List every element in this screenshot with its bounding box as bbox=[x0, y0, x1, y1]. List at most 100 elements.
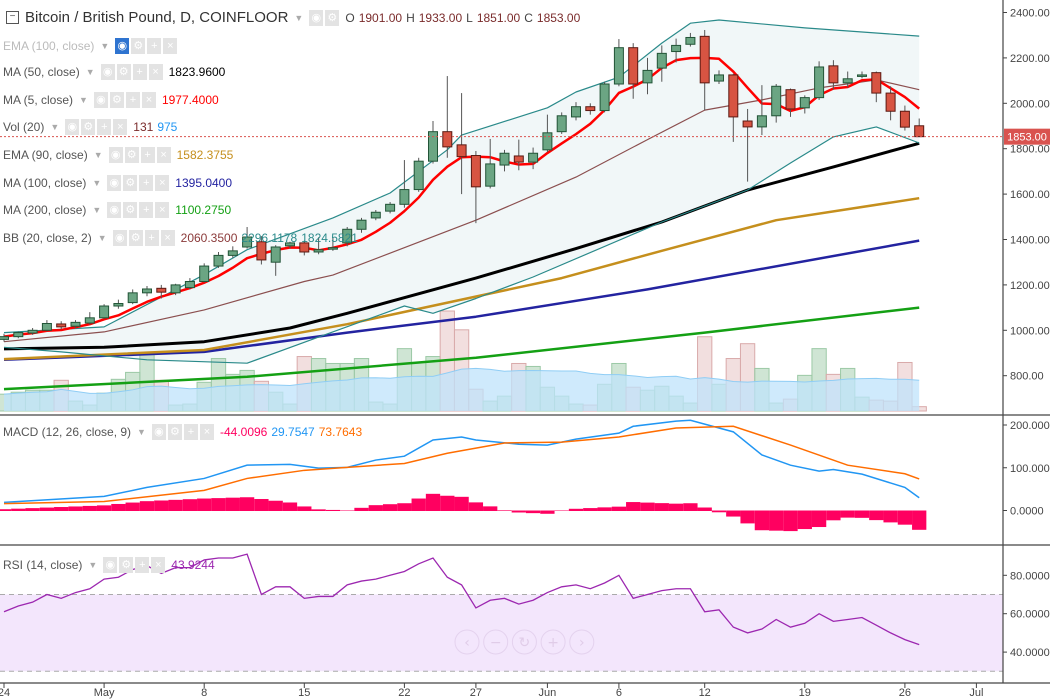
candle[interactable] bbox=[528, 147, 539, 170]
candle[interactable] bbox=[699, 29, 710, 111]
candle[interactable] bbox=[127, 289, 138, 305]
candle[interactable] bbox=[814, 61, 825, 100]
plus-icon[interactable]: + bbox=[135, 557, 150, 573]
close-icon[interactable]: × bbox=[155, 175, 170, 191]
candle[interactable] bbox=[170, 283, 181, 296]
eye-icon[interactable]: ◉ bbox=[108, 147, 123, 163]
candle[interactable] bbox=[0, 333, 9, 342]
eye-icon[interactable]: ◉ bbox=[107, 202, 122, 218]
legend-row-ema-0[interactable]: EMA (100, close) ▼ ◉ ⚙ + × bbox=[3, 38, 183, 54]
indicator-label[interactable]: MA (50, close) bbox=[3, 65, 80, 79]
candle[interactable] bbox=[113, 299, 124, 309]
candle[interactable] bbox=[828, 60, 839, 90]
candle[interactable] bbox=[13, 331, 24, 339]
candle[interactable] bbox=[542, 114, 553, 153]
indicator-label[interactable]: Vol (20) bbox=[3, 120, 45, 134]
scroll-left-button[interactable]: ‹ bbox=[454, 629, 480, 655]
caret-down-icon[interactable]: ▼ bbox=[97, 233, 107, 243]
close-icon[interactable]: × bbox=[155, 202, 170, 218]
candle[interactable] bbox=[656, 45, 667, 82]
caret-down-icon[interactable]: ▼ bbox=[50, 122, 60, 132]
eye-icon[interactable]: ◉ bbox=[309, 9, 324, 26]
gear-icon[interactable]: ⚙ bbox=[128, 230, 143, 246]
candle[interactable] bbox=[70, 320, 81, 329]
candle[interactable] bbox=[399, 160, 410, 208]
candle[interactable] bbox=[556, 112, 567, 134]
candle[interactable] bbox=[685, 32, 696, 47]
candle[interactable] bbox=[871, 71, 882, 103]
legend-row-ma-1[interactable]: MA (50, close) ▼ ◉ ⚙ + × 1823.9600 bbox=[3, 64, 225, 80]
candle[interactable] bbox=[313, 237, 324, 255]
legend-row-ma-5[interactable]: MA (100, close) ▼ ◉ ⚙ + × 1395.0400 bbox=[3, 175, 232, 191]
candle[interactable] bbox=[885, 86, 896, 121]
gear-icon[interactable]: ⚙ bbox=[167, 424, 182, 440]
legend-row-vol-3[interactable]: Vol (20) ▼ ◉ ⚙ + × 131 975 bbox=[3, 119, 177, 135]
candle[interactable] bbox=[227, 246, 238, 258]
gear-icon[interactable]: ⚙ bbox=[325, 9, 340, 26]
indicator-label[interactable]: MA (100, close) bbox=[3, 176, 87, 190]
candle[interactable] bbox=[728, 73, 739, 142]
candle[interactable] bbox=[299, 240, 310, 256]
candle[interactable] bbox=[799, 95, 810, 114]
caret-down-icon[interactable]: ▼ bbox=[85, 67, 95, 77]
scroll-right-button[interactable]: › bbox=[569, 629, 595, 655]
legend-row-rsi[interactable]: RSI (14, close) ▼ ◉ ⚙ + × 43.9244 bbox=[3, 557, 215, 573]
indicator-label[interactable]: EMA (90, close) bbox=[3, 148, 88, 162]
candle[interactable] bbox=[785, 88, 796, 117]
plus-icon[interactable]: + bbox=[144, 230, 159, 246]
plus-icon[interactable]: + bbox=[139, 175, 154, 191]
close-icon[interactable]: × bbox=[163, 38, 178, 54]
legend-row-ma-6[interactable]: MA (200, close) ▼ ◉ ⚙ + × 1100.2750 bbox=[3, 202, 231, 218]
candle[interactable] bbox=[428, 121, 438, 164]
candle[interactable] bbox=[671, 38, 682, 63]
price-pane[interactable] bbox=[0, 19, 1003, 412]
candle[interactable] bbox=[628, 43, 639, 99]
candle[interactable] bbox=[442, 76, 453, 158]
candle[interactable] bbox=[413, 157, 424, 192]
caret-down-icon[interactable]: ▼ bbox=[137, 427, 146, 437]
candle[interactable] bbox=[256, 236, 267, 265]
eye-icon[interactable]: ◉ bbox=[107, 175, 122, 191]
candle[interactable] bbox=[857, 71, 867, 79]
candle[interactable] bbox=[184, 278, 195, 290]
caret-down-icon[interactable]: ▼ bbox=[100, 41, 110, 51]
candle[interactable] bbox=[914, 118, 925, 138]
close-icon[interactable]: × bbox=[160, 230, 175, 246]
zoom-in-button[interactable]: + bbox=[540, 629, 566, 655]
macd-pane[interactable] bbox=[0, 419, 927, 532]
legend-row-ma-2[interactable]: MA (5, close) ▼ ◉ ⚙ + × 1977.4000 bbox=[3, 92, 219, 108]
candle[interactable] bbox=[842, 71, 853, 88]
candle[interactable] bbox=[499, 149, 510, 172]
candle[interactable] bbox=[27, 328, 38, 335]
candle[interactable] bbox=[84, 312, 95, 325]
caret-down-icon[interactable]: ▼ bbox=[88, 560, 98, 570]
candle[interactable] bbox=[714, 70, 724, 85]
eye-icon[interactable]: ◉ bbox=[115, 38, 130, 54]
candle[interactable] bbox=[571, 102, 581, 121]
candle[interactable] bbox=[327, 237, 338, 251]
eye-icon[interactable]: ◉ bbox=[151, 424, 166, 440]
candle[interactable] bbox=[199, 263, 210, 283]
caret-down-icon[interactable]: ▼ bbox=[93, 150, 103, 160]
legend-row-bb-7[interactable]: BB (20, close, 2) ▼ ◉ ⚙ + × 2060.3500 2296.1178… bbox=[3, 230, 358, 246]
candle[interactable] bbox=[356, 217, 367, 233]
candle[interactable] bbox=[742, 108, 753, 182]
close-icon[interactable]: × bbox=[113, 119, 128, 135]
candle[interactable] bbox=[41, 320, 52, 332]
gear-icon[interactable]: ⚙ bbox=[116, 64, 131, 80]
candle[interactable] bbox=[642, 57, 653, 95]
candle[interactable] bbox=[370, 209, 381, 221]
candle[interactable] bbox=[599, 81, 610, 113]
candle[interactable] bbox=[342, 227, 353, 247]
gear-icon[interactable]: ⚙ bbox=[119, 557, 134, 573]
indicator-label[interactable]: BB (20, close, 2) bbox=[3, 231, 92, 245]
candle[interactable] bbox=[585, 103, 596, 115]
gear-icon[interactable]: ⚙ bbox=[123, 175, 138, 191]
candle[interactable] bbox=[470, 150, 481, 224]
indicator-label[interactable]: MA (200, close) bbox=[3, 203, 87, 217]
candle[interactable] bbox=[156, 284, 167, 299]
candle[interactable] bbox=[242, 227, 253, 249]
gear-icon[interactable]: ⚙ bbox=[124, 147, 139, 163]
legend-row-macd[interactable]: MACD (12, 26, close, 9) ▼ ◉ ⚙ + × -44.0096 29.7… bbox=[3, 424, 362, 440]
